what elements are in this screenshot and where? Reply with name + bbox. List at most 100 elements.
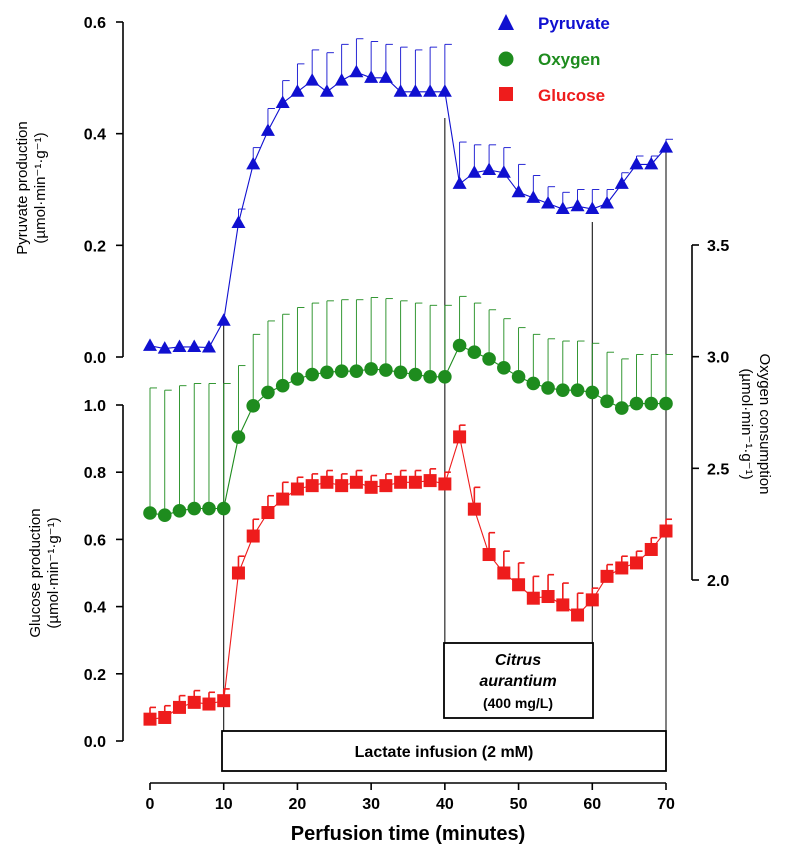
glucose-point [497, 566, 511, 580]
glucose-point [143, 712, 157, 726]
oxygen-point [423, 369, 437, 384]
chart-axes [122, 22, 693, 784]
glucose-point [453, 430, 467, 444]
pyruvate-axis-title-line2: (µmol·min⁻¹·g⁻¹) [32, 132, 49, 243]
glucose-point [556, 598, 570, 612]
x-tick-label: 50 [510, 796, 528, 813]
citrus-label-line2: aurantium [479, 673, 556, 690]
pyruvate-point [496, 165, 511, 178]
oxygen-point [290, 372, 305, 386]
citrus-annotation: Citrus aurantium (400 mg/L) [443, 642, 594, 719]
oxygen-point [497, 361, 511, 375]
legend-glucose-square-icon [499, 87, 513, 101]
pyruvate-point [378, 70, 393, 83]
oxygen-series-line [149, 344, 666, 516]
oxygen-point [467, 345, 482, 360]
glucose-point [187, 695, 201, 709]
x-tick-label: 20 [289, 796, 307, 813]
oxygen-axis-title: Oxygen consumption (µmol·min⁻¹·g⁻¹) [738, 354, 773, 495]
glucose-axis-title-line2: (µmol·min⁻¹·g⁻¹) [45, 517, 62, 628]
pyruvate-point [246, 156, 261, 170]
pyruvate-point [526, 190, 541, 203]
lactate-label: Lactate infusion (2 mM) [355, 744, 534, 761]
oxygen-y-tick-label: 3.0 [707, 350, 729, 367]
oxygen-axis-title-line2: (µmol·min⁻¹·g⁻¹) [738, 368, 755, 479]
glucose-point [630, 556, 644, 570]
glucose-point [276, 492, 290, 506]
glucose-point [379, 479, 393, 493]
legend-pyruvate-label: Pyruvate [538, 14, 610, 33]
pyruvate-point [275, 95, 290, 108]
x-tick-label: 10 [215, 796, 233, 813]
oxygen-point [600, 394, 614, 409]
glucose-point [158, 710, 172, 724]
glucose-point [364, 480, 378, 494]
pyruvate-point [437, 84, 452, 97]
glucose-point [231, 566, 245, 580]
glucose-point [438, 477, 452, 491]
glucose-axis-title-line1: Glucose production [27, 508, 44, 637]
oxygen-y-tick-label: 3.5 [707, 238, 729, 255]
legend-pyruvate-triangle-icon [498, 14, 514, 30]
glucose-point [512, 578, 526, 592]
glucose-y-tick-label: 0.0 [84, 734, 106, 751]
glucose-point [571, 608, 585, 622]
oxygen-point [349, 364, 364, 378]
glucose-y-tick-label: 1.0 [84, 398, 106, 415]
pyruvate-y-tick-label: 0.2 [84, 238, 106, 255]
oxygen-point [408, 367, 423, 382]
oxygen-point [659, 396, 673, 411]
glucose-point [261, 506, 275, 520]
glucose-y-tick-label: 0.4 [84, 600, 106, 617]
legend: Pyruvate Oxygen Glucose [498, 14, 610, 105]
pyruvate-point [290, 84, 305, 97]
x-tick-label: 70 [657, 796, 675, 813]
oxygen-point [644, 396, 659, 411]
oxygen-point [556, 383, 570, 397]
glucose-point [335, 479, 349, 493]
oxygen-point [629, 396, 644, 411]
citrus-box [443, 642, 594, 719]
glucose-point [172, 700, 186, 714]
legend-glucose-label: Glucose [538, 86, 605, 105]
pyruvate-y-tick-label: 0.0 [84, 350, 106, 367]
oxygen-point [438, 369, 452, 384]
oxygen-point [526, 376, 541, 391]
oxygen-point [246, 399, 260, 413]
lactate-box [221, 730, 667, 772]
pyruvate-y-tick-label: 0.6 [84, 15, 106, 32]
oxygen-point [511, 369, 526, 384]
x-axis-title: Perfusion time (minutes) [291, 823, 525, 845]
pyruvate-point [143, 338, 157, 351]
pyruvate-point [555, 201, 570, 215]
oxygen-y-tick-label: 2.0 [707, 573, 729, 590]
glucose-point [644, 542, 658, 556]
pyruvate-axis-title: Pyruvate production (µmol·min⁻¹·g⁻¹) [14, 121, 49, 254]
x-tick-label: 0 [146, 796, 155, 813]
glucose-y-tick-label: 0.6 [84, 532, 106, 549]
pyruvate-point [408, 84, 423, 97]
glucose-point [320, 475, 334, 489]
glucose-y-tick-label: 0.8 [84, 465, 106, 482]
citrus-label-line3: (400 mg/L) [483, 695, 553, 711]
oxygen-point [231, 430, 246, 444]
oxygen-point [187, 501, 202, 516]
glucose-point [202, 697, 216, 711]
oxygen-point [482, 352, 496, 366]
oxygen-point [305, 367, 319, 382]
oxygen-point [334, 364, 349, 378]
oxygen-point [143, 506, 157, 520]
pyruvate-point [216, 313, 231, 326]
pyruvate-point [614, 176, 629, 189]
oxygen-point [275, 378, 290, 393]
pyruvate-point [231, 215, 246, 228]
glucose-point [600, 569, 614, 583]
pyruvate-point [364, 70, 379, 83]
glucose-point [423, 474, 437, 488]
pyruvate-point [482, 162, 497, 175]
pyruvate-point [541, 195, 556, 209]
glucose-point [482, 548, 496, 562]
chart-marks: 0 10 20 30 40 50 60 70 0.0 0.2 0.4 0.6 0.0 0.2 0.4 0.6 0… [84, 15, 730, 813]
glucose-axis-title: Glucose production (µmol·min⁻¹·g⁻¹) [27, 508, 62, 637]
pyruvate-point [334, 73, 349, 86]
